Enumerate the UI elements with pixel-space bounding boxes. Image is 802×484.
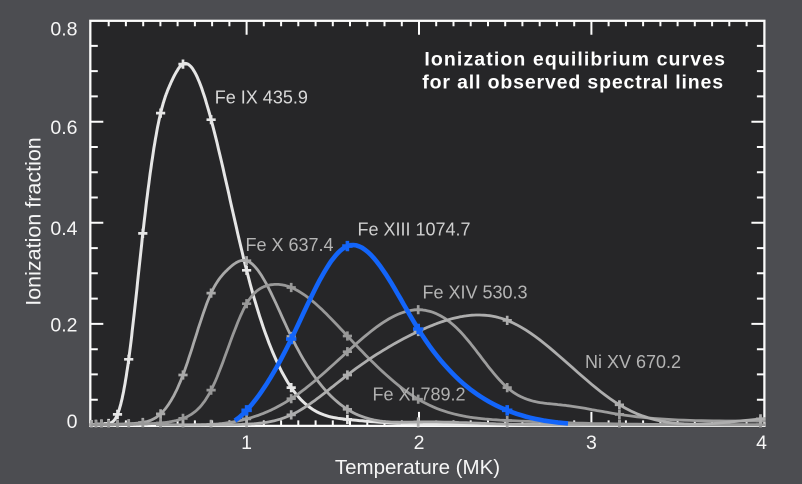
svg-text:0.2: 0.2: [50, 314, 77, 336]
svg-text:Fe XIII 1074.7: Fe XIII 1074.7: [358, 220, 471, 240]
svg-text:Fe XI 789.2: Fe XI 789.2: [373, 384, 466, 404]
svg-text:0.8: 0.8: [50, 18, 77, 40]
svg-text:Ionization fraction: Ionization fraction: [22, 137, 46, 306]
svg-text:Fe X 637.4: Fe X 637.4: [246, 235, 334, 255]
svg-text:1: 1: [241, 432, 252, 454]
svg-text:Fe IX 435.9: Fe IX 435.9: [215, 87, 308, 107]
svg-text:Ionization equilibrium curves: Ionization equilibrium curves: [424, 49, 726, 71]
svg-text:0.6: 0.6: [50, 117, 77, 139]
svg-text:3: 3: [586, 432, 597, 454]
svg-text:Fe XIV 530.3: Fe XIV 530.3: [423, 282, 528, 302]
svg-text:Temperature (MK): Temperature (MK): [335, 456, 500, 479]
svg-text:0: 0: [67, 411, 78, 433]
svg-text:for all observed spectral line: for all observed spectral lines: [422, 72, 724, 94]
svg-text:Ni XV 670.2: Ni XV 670.2: [585, 352, 681, 372]
svg-text:2: 2: [414, 432, 425, 454]
svg-text:0.4: 0.4: [50, 218, 77, 240]
svg-text:4: 4: [756, 432, 767, 454]
